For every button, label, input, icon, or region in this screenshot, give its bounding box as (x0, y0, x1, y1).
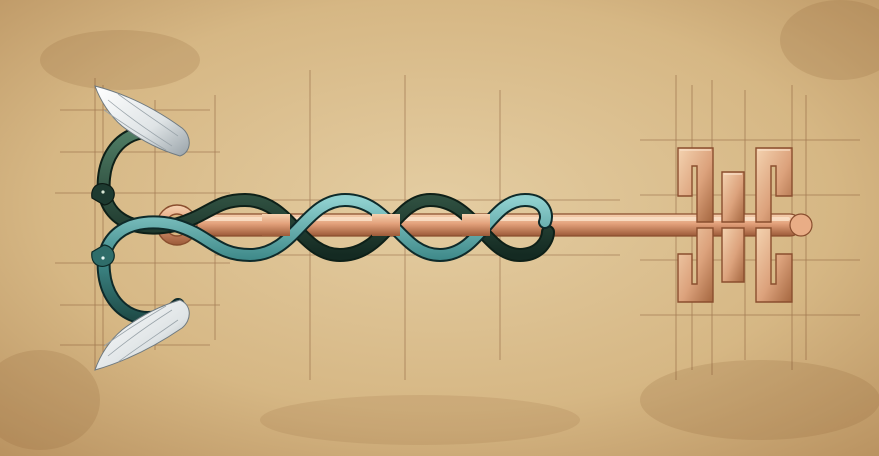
shaft-overlaps (262, 214, 490, 236)
serpent-head-upper (91, 183, 115, 206)
serpent-head-lower (91, 244, 115, 267)
key-bit (677, 147, 793, 303)
wing-upper (94, 85, 190, 157)
serpent-teal (96, 192, 553, 325)
serpent-dark (96, 125, 555, 263)
wing-lower (94, 299, 190, 371)
key-bit-highlights (680, 149, 790, 175)
